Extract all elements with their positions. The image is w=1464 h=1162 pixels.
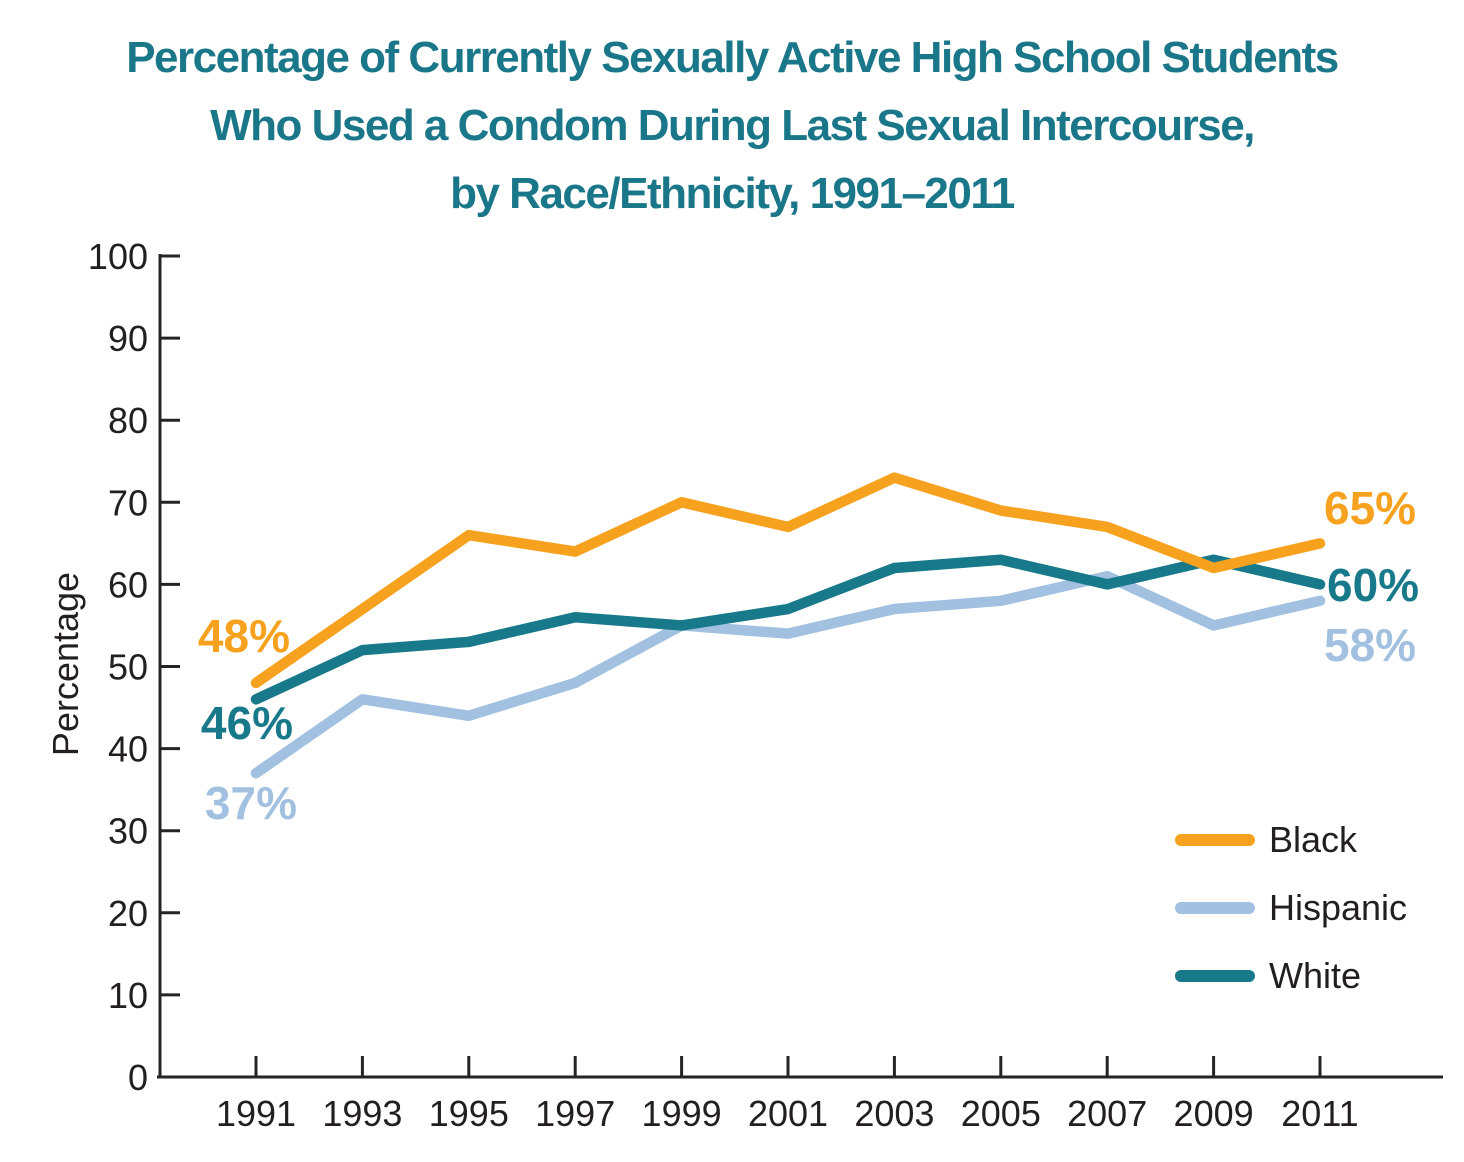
legend-line-swatch-hispanic <box>1175 902 1255 914</box>
start-value-label-white: 46% <box>201 697 293 749</box>
y-axis-tick-label: 30 <box>108 811 148 852</box>
legend-item-white: White <box>1175 954 1407 998</box>
x-axis-tick-label: 2009 <box>1174 1093 1254 1134</box>
y-axis-tick-label: 0 <box>128 1057 148 1098</box>
y-axis-title: Percentage <box>45 572 86 756</box>
series-line-hispanic <box>250 570 1326 779</box>
y-axis-tick-label: 20 <box>108 893 148 934</box>
x-axis-tick-label: 1993 <box>322 1093 402 1134</box>
y-axis-tick-label: 10 <box>108 975 148 1016</box>
chart-legend: Black Hispanic White <box>1175 818 1407 1022</box>
end-value-label-white: 60% <box>1327 559 1419 611</box>
legend-label-hispanic: Hispanic <box>1269 887 1408 928</box>
legend-label-black: Black <box>1269 819 1358 860</box>
end-value-label-hispanic: 58% <box>1324 619 1416 671</box>
legend-line-swatch-black <box>1175 834 1255 846</box>
series-line-white <box>250 554 1326 705</box>
y-axis-tick-label: 50 <box>108 647 148 688</box>
legend-line-swatch-white <box>1175 970 1255 982</box>
x-axis-tick-label: 1995 <box>429 1093 509 1134</box>
legend-item-hispanic: Hispanic <box>1175 886 1407 930</box>
chart-title-line3: by Race/Ethnicity, 1991–2011 <box>450 169 1015 218</box>
x-axis-tick-label: 2005 <box>961 1093 1041 1134</box>
y-axis-tick-label: 60 <box>108 564 148 605</box>
chart-title-line2: Who Used a Condom During Last Sexual Int… <box>210 101 1255 150</box>
legend-item-black: Black <box>1175 818 1407 862</box>
y-axis-tick-label: 100 <box>88 236 148 277</box>
x-axis-tick-label: 1997 <box>535 1093 615 1134</box>
chart-title-line1: Percentage of Currently Sexually Active … <box>126 33 1339 82</box>
x-axis-tick-label: 1999 <box>642 1093 722 1134</box>
x-axis-tick-label: 2007 <box>1067 1093 1147 1134</box>
y-axis-tick-label: 80 <box>108 400 148 441</box>
legend-label-white: White <box>1269 955 1362 996</box>
x-axis-tick-label: 2003 <box>854 1093 934 1134</box>
x-axis-tick-label: 2001 <box>748 1093 828 1134</box>
series-line-black <box>250 472 1326 689</box>
x-axis-tick-label: 2011 <box>1281 1093 1358 1134</box>
y-axis-tick-label: 70 <box>108 482 148 523</box>
x-axis-tick-label: 1991 <box>216 1093 296 1134</box>
chart-title: Percentage of Currently Sexually Active … <box>0 24 1464 228</box>
start-value-label-hispanic: 37% <box>205 777 297 829</box>
y-axis-tick-label: 40 <box>108 729 148 770</box>
end-value-label-black: 65% <box>1324 482 1416 534</box>
start-value-label-black: 48% <box>198 610 290 662</box>
y-axis-tick-label: 90 <box>108 318 148 359</box>
